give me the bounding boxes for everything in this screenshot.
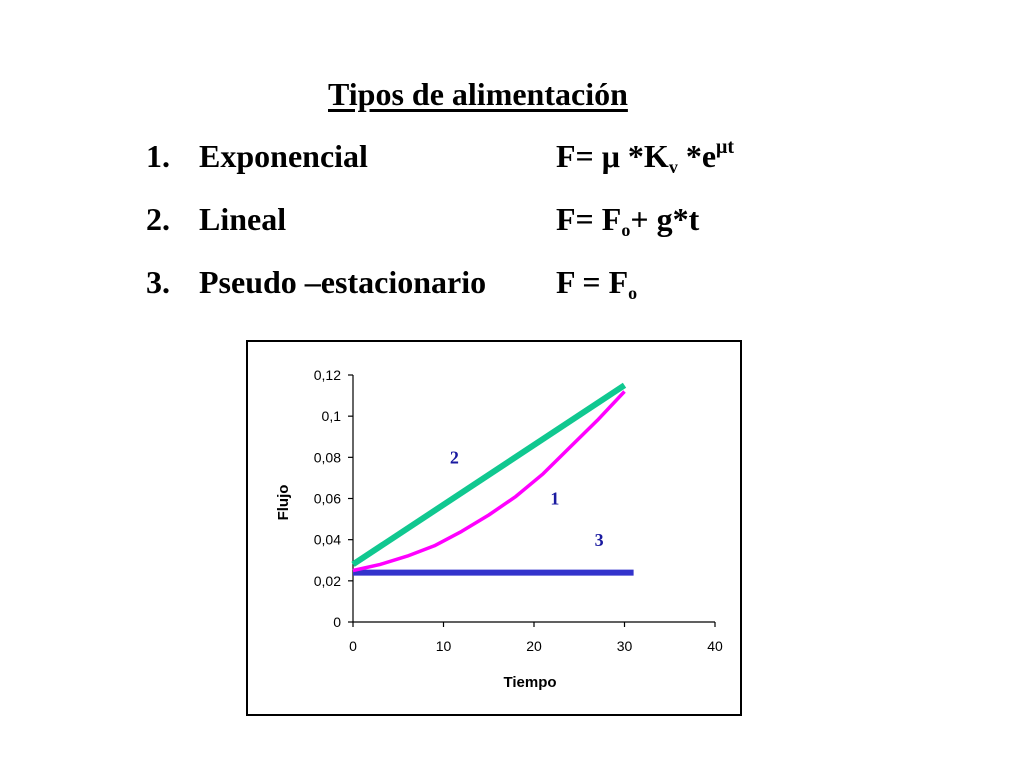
slide-title: Tipos de alimentación [328, 76, 628, 112]
series-annotation-label: 2 [450, 448, 459, 468]
x-tick-label: 0 [349, 638, 357, 654]
formula-subscript: v [668, 157, 678, 177]
item-formula: F= Fo+ g*t [556, 201, 700, 240]
item-name: Pseudo –estacionario [199, 264, 487, 300]
item-number: 1. [146, 138, 170, 174]
formula-part: F= F [556, 201, 622, 237]
y-tick-label: 0,1 [322, 408, 342, 424]
x-axis-label: Tiempo [503, 674, 556, 691]
item-formula: F = Fo [556, 264, 638, 303]
x-tick-label: 30 [617, 638, 633, 654]
formula-subscript: o [621, 220, 631, 240]
x-tick-label: 40 [707, 638, 723, 654]
y-tick-label: 0,08 [314, 449, 341, 465]
item-number: 2. [146, 201, 170, 237]
formula-part: μ [601, 138, 620, 174]
flow-vs-time-chart: 0 0,02 0,04 0,06 0,08 0,1 0,12 0 10 20 30 40 Tiempo F… [275, 367, 723, 691]
formula-part: F= [556, 138, 602, 174]
y-tick-label: 0,12 [314, 367, 341, 383]
formula-part: *e [677, 138, 717, 174]
series-annotation-label: 1 [550, 489, 559, 509]
y-tick-label: 0,06 [314, 491, 341, 507]
chart-frame: 0 0,02 0,04 0,06 0,08 0,1 0,12 0 10 20 30 40 Tiempo F… [246, 340, 742, 716]
item-formula: F= μ *Kv *eμt [556, 136, 735, 177]
series-2-linear-line [351, 382, 627, 567]
y-axis-label: Flujo [275, 485, 292, 521]
formula-part: + g*t [630, 201, 700, 237]
y-tick-label: 0 [333, 614, 341, 630]
x-tick-label: 20 [526, 638, 542, 654]
item-name: Lineal [199, 201, 287, 237]
series-annotation-label: 3 [595, 530, 604, 550]
formula-subscript: o [628, 283, 638, 303]
formula-part: F = F [556, 264, 629, 300]
y-tick-label: 0,04 [314, 532, 341, 548]
item-number: 3. [146, 264, 170, 300]
formula-part: *K [619, 138, 669, 174]
series-1-exponential-line [352, 390, 626, 573]
formula-superscript: μt [716, 136, 735, 158]
y-tick-label: 0,02 [314, 573, 341, 589]
item-name: Exponencial [199, 138, 368, 174]
x-tick-label: 10 [436, 638, 452, 654]
